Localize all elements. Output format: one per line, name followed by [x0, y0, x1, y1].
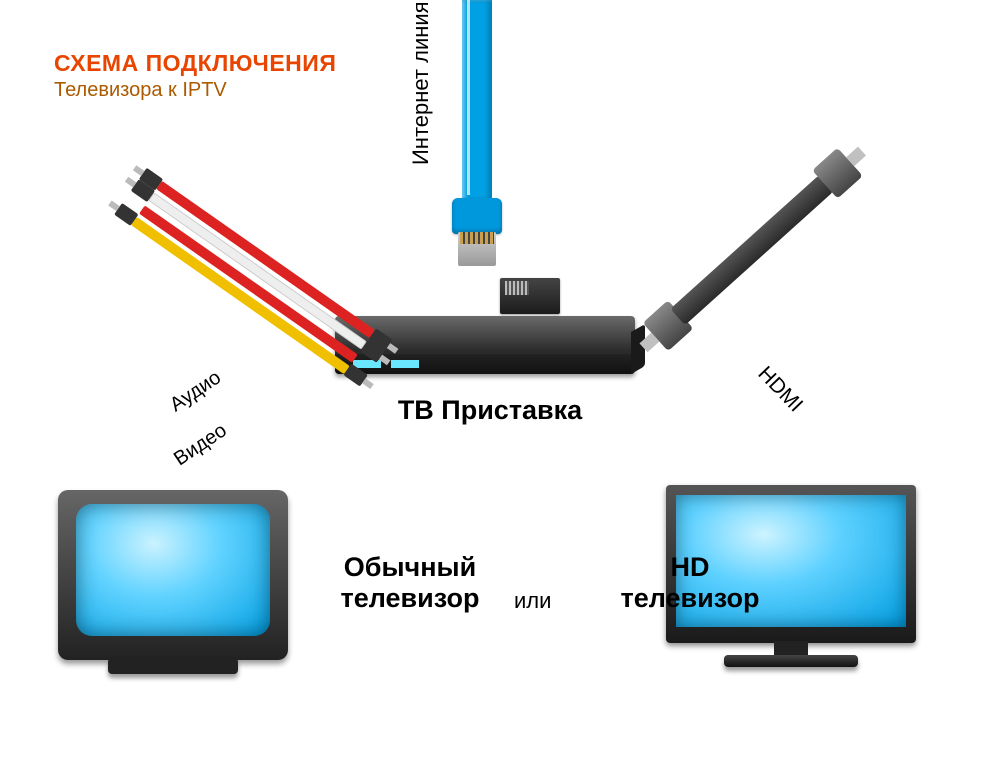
stb-label: ТВ Приставка: [340, 395, 640, 426]
crt-label-line2: телевизор: [341, 583, 480, 613]
title-line1: СХЕМА ПОДКЛЮЧЕНИЯ: [54, 50, 336, 77]
rca-audio-white: [148, 192, 367, 349]
hdtv-stand-base: [724, 655, 858, 667]
stb-side: [631, 324, 645, 374]
rca-audio-red-b: [139, 205, 358, 362]
crt-base: [108, 658, 238, 674]
crt-tv-label: Обычный телевизор: [310, 552, 510, 614]
ethernet-boot: [452, 198, 502, 234]
diagram-title: СХЕМА ПОДКЛЮЧЕНИЯ Телевизора к IPTV: [54, 50, 336, 102]
internet-line-label: Интернет линия: [408, 1, 434, 165]
hdmi-cable-body: [670, 175, 833, 325]
ethernet-rj45-pins: [460, 232, 494, 244]
hd-label-line2: телевизор: [621, 583, 760, 613]
hd-tv-label: HD телевизор: [590, 552, 790, 614]
hd-label-line1: HD: [671, 552, 710, 582]
power-brick-icon: [500, 278, 560, 314]
crt-tv: [58, 490, 298, 690]
ethernet-cable-highlight: [467, 0, 470, 195]
or-connector-word: или: [514, 588, 551, 614]
title-line2: Телевизора к IPTV: [54, 79, 336, 102]
ethernet-cable: [450, 0, 505, 270]
crt-screen: [76, 504, 270, 636]
crt-label-line1: Обычный: [344, 552, 476, 582]
